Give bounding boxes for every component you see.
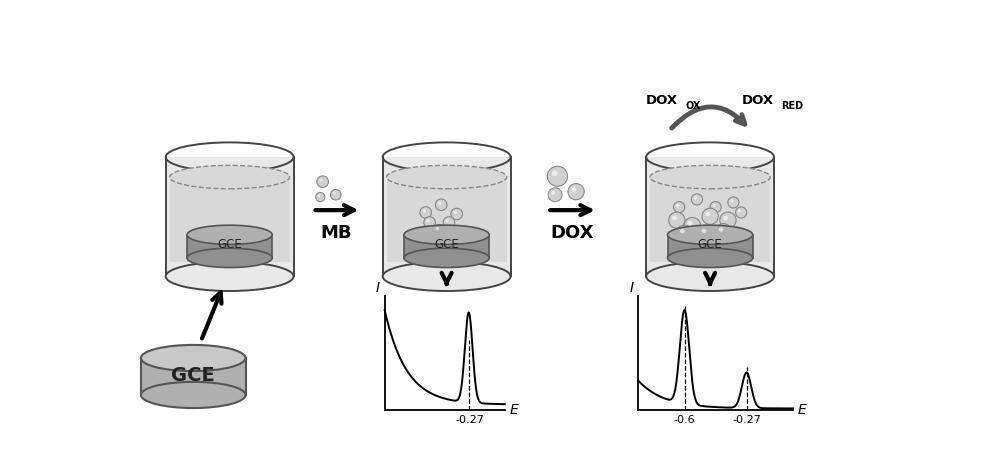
Text: E: E — [798, 403, 806, 417]
Text: I: I — [629, 281, 633, 295]
Circle shape — [438, 202, 441, 205]
Ellipse shape — [187, 249, 272, 268]
Text: RED: RED — [781, 101, 804, 111]
Circle shape — [333, 192, 336, 195]
Text: -0.27: -0.27 — [456, 415, 485, 425]
Circle shape — [723, 216, 728, 220]
Circle shape — [738, 209, 741, 212]
Circle shape — [676, 225, 693, 241]
Ellipse shape — [166, 262, 294, 291]
Text: -0.6: -0.6 — [674, 415, 695, 425]
Circle shape — [720, 212, 736, 228]
Circle shape — [319, 178, 323, 182]
Circle shape — [702, 229, 706, 233]
Ellipse shape — [650, 165, 770, 189]
Circle shape — [420, 207, 432, 218]
Circle shape — [318, 195, 320, 197]
Ellipse shape — [187, 225, 272, 244]
Circle shape — [435, 199, 447, 211]
Circle shape — [728, 197, 739, 208]
Circle shape — [451, 208, 463, 220]
Bar — [166, 157, 294, 277]
Ellipse shape — [170, 165, 290, 189]
Circle shape — [712, 204, 716, 207]
Circle shape — [422, 209, 426, 212]
Text: DOX: DOX — [550, 224, 594, 242]
Text: I: I — [376, 281, 380, 295]
Circle shape — [730, 199, 733, 203]
Bar — [170, 177, 290, 262]
Circle shape — [691, 194, 703, 205]
Text: GCE: GCE — [698, 238, 722, 251]
Circle shape — [317, 176, 328, 188]
Text: E: E — [509, 403, 518, 417]
Circle shape — [672, 216, 677, 220]
Circle shape — [688, 221, 692, 226]
Circle shape — [424, 217, 435, 228]
Circle shape — [446, 219, 449, 222]
Circle shape — [548, 188, 562, 202]
Text: DOX: DOX — [646, 94, 678, 107]
Circle shape — [453, 211, 457, 214]
Circle shape — [719, 227, 723, 232]
Bar — [646, 157, 774, 277]
Circle shape — [694, 196, 697, 199]
Text: GCE: GCE — [217, 238, 242, 251]
Bar — [668, 235, 753, 258]
Bar — [383, 157, 511, 277]
Circle shape — [684, 218, 700, 234]
Circle shape — [702, 208, 718, 224]
Circle shape — [736, 207, 747, 218]
Circle shape — [433, 224, 445, 236]
Bar — [404, 235, 489, 258]
Circle shape — [676, 204, 679, 207]
Circle shape — [669, 212, 685, 228]
Ellipse shape — [646, 262, 774, 291]
Ellipse shape — [141, 345, 246, 371]
Text: GCE: GCE — [171, 366, 215, 385]
Bar — [187, 235, 272, 258]
Circle shape — [551, 191, 555, 195]
Ellipse shape — [387, 165, 507, 189]
Circle shape — [316, 192, 325, 202]
Ellipse shape — [141, 382, 246, 408]
Ellipse shape — [668, 249, 753, 268]
Text: DOX: DOX — [742, 94, 774, 107]
Circle shape — [331, 190, 341, 200]
Circle shape — [552, 171, 557, 176]
Ellipse shape — [404, 225, 489, 244]
Ellipse shape — [383, 262, 511, 291]
Circle shape — [680, 229, 685, 233]
Circle shape — [547, 166, 568, 186]
Bar — [387, 177, 507, 262]
Circle shape — [568, 183, 584, 200]
Circle shape — [710, 202, 721, 212]
Circle shape — [706, 212, 710, 216]
Circle shape — [698, 225, 714, 241]
Ellipse shape — [404, 249, 489, 268]
Text: GCE: GCE — [434, 238, 459, 251]
Text: OX: OX — [685, 101, 701, 111]
Bar — [650, 177, 770, 262]
Circle shape — [426, 219, 430, 222]
Text: MB: MB — [321, 224, 352, 242]
Circle shape — [571, 187, 576, 192]
Circle shape — [715, 224, 731, 240]
Text: -0.27: -0.27 — [732, 415, 761, 425]
Ellipse shape — [668, 225, 753, 244]
Circle shape — [443, 217, 455, 228]
Circle shape — [436, 227, 439, 230]
Bar — [141, 358, 246, 395]
Circle shape — [674, 202, 685, 212]
